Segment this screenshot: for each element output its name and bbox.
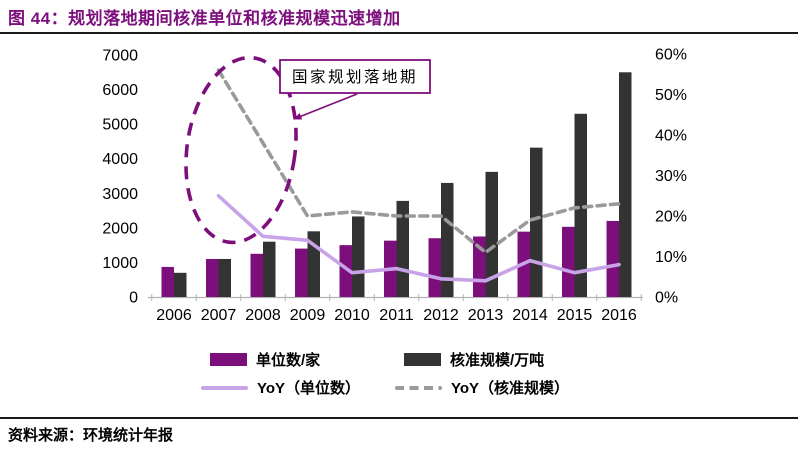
bar-units-2008	[250, 253, 263, 297]
source-note: 资料来源：环境统计年报	[8, 427, 174, 444]
bar-scale-2011	[396, 200, 409, 297]
annotation-layer: 国家规划落地期	[184, 55, 431, 245]
x-axis-year-label: 2008	[245, 307, 281, 324]
axes-layer: 0 1000 2000 3000 4000 5000 6000 7000 0% 10% 20% 30%…	[102, 47, 687, 325]
bar-scale-2010	[352, 216, 365, 297]
right-axis-tick-label: 10%	[655, 249, 687, 266]
right-axis-tick-label: 20%	[655, 209, 687, 226]
legend-label-scale: 核准规模/万吨	[450, 352, 545, 369]
left-axis-tick-label: 4000	[102, 151, 138, 168]
legend-swatch-yoy-scale-line	[395, 385, 442, 390]
right-axis-tick-label: 50%	[655, 87, 687, 104]
right-axis-tick-label: 0%	[655, 290, 678, 307]
x-axis-year-label: 2015	[557, 307, 593, 324]
legend-swatch-units-bar	[210, 353, 247, 366]
x-axis-year-label: 2007	[201, 307, 237, 324]
legend-item-yoy-units: YoY（单位数）	[201, 377, 360, 398]
bar-scale-2013	[485, 171, 498, 297]
legend-swatch-yoy-units-line	[201, 385, 248, 390]
bar-units-2009	[295, 248, 308, 297]
bars-layer	[161, 72, 632, 298]
left-axis-tick-label: 6000	[102, 82, 138, 99]
planning-period-ellipse	[184, 55, 298, 245]
x-axis-year-label: 2014	[512, 307, 548, 324]
bar-scale-2014	[530, 147, 543, 297]
left-axis-tick-label: 3000	[102, 186, 138, 203]
bar-units-2016	[606, 220, 619, 297]
bar-units-2006	[161, 266, 174, 297]
x-axis-year-label: 2006	[156, 307, 192, 324]
bar-scale-2008	[263, 241, 276, 297]
legend-item-units: 单位数/家	[210, 349, 320, 370]
bar-scale-2015	[574, 113, 587, 298]
bar-units-2010	[339, 245, 352, 297]
annotation-label: 国家规划落地期	[292, 68, 418, 86]
annotation-box	[279, 59, 431, 94]
left-axis-tick-label: 2000	[102, 220, 138, 237]
x-axis-year-label: 2011	[379, 307, 414, 324]
left-axis-tick-label: 0	[129, 290, 138, 307]
x-axis-year-label: 2010	[334, 307, 370, 324]
bar-units-2007	[206, 258, 219, 297]
bar-scale-2012	[441, 182, 454, 297]
legend-swatch-scale-bar	[404, 353, 441, 366]
bar-units-2012	[428, 238, 441, 297]
yoy-units-line	[216, 194, 621, 283]
x-axis-year-label: 2009	[290, 307, 326, 324]
lines-layer	[216, 68, 621, 283]
legend-item-yoy-scale: YoY（核准规模）	[395, 377, 569, 398]
x-axis-year-label: 2016	[601, 307, 637, 324]
yoy-scale-line	[216, 68, 621, 255]
title-divider	[0, 32, 798, 34]
annotation-arrow	[293, 93, 358, 120]
legend-item-scale: 核准规模/万吨	[404, 349, 544, 370]
left-axis-tick-label: 5000	[102, 117, 138, 134]
right-axis-tick-label: 30%	[655, 168, 687, 185]
bar-scale-2007	[218, 258, 231, 297]
footer-divider	[0, 417, 798, 419]
x-axis-year-label: 2013	[468, 307, 504, 324]
right-axis-tick-label: 40%	[655, 128, 687, 145]
legend-label-units: 单位数/家	[256, 352, 321, 369]
figure-title: 图 44：规划落地期间核准单位和核准规模迅速增加	[8, 9, 401, 28]
bar-units-2015	[562, 226, 575, 297]
x-axis-year-label: 2012	[423, 307, 459, 324]
legend-label-yoy-scale: YoY（核准规模）	[451, 380, 570, 397]
bar-scale-2016	[619, 72, 632, 298]
legend-label-yoy-units: YoY（单位数）	[257, 380, 361, 397]
left-axis-tick-label: 1000	[102, 255, 138, 272]
right-axis-tick-label: 60%	[655, 47, 687, 64]
left-axis-tick-label: 7000	[102, 48, 138, 65]
bar-scale-2006	[174, 272, 187, 297]
